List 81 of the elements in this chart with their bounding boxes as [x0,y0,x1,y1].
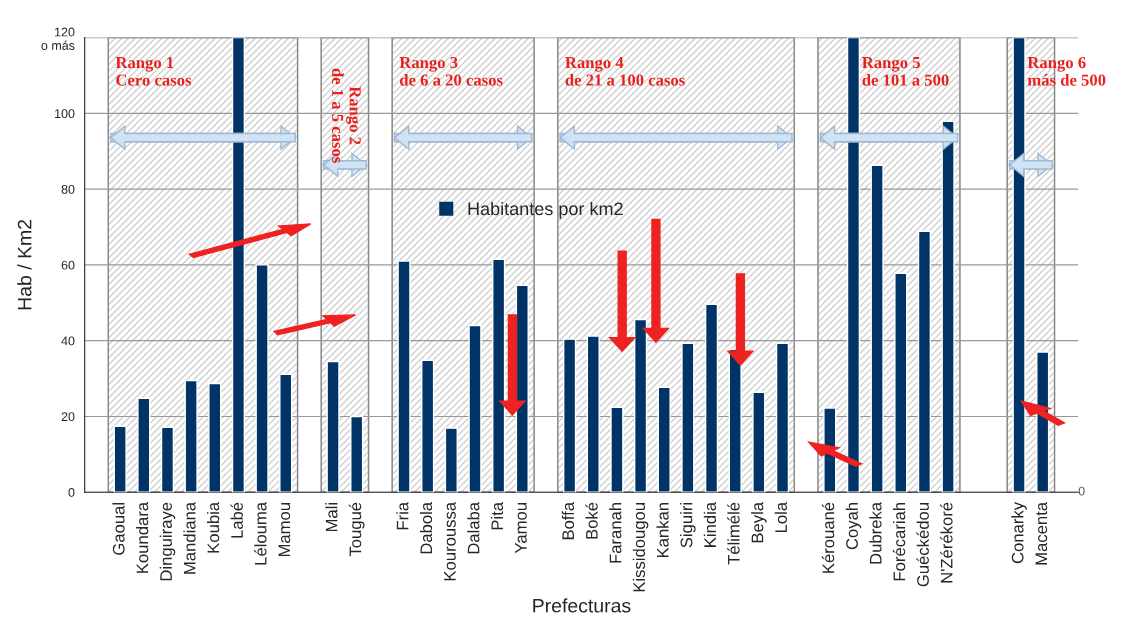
band-label: Rango 4 de 21 a 100 casos [565,57,685,86]
x-tick-label: Kissidougou [632,503,649,592]
bar [350,415,364,493]
x-tick-label: Koubia [207,501,220,553]
bar [184,379,198,493]
x-tick-label: Télimélé [727,502,740,565]
x-tick-label: Coyah [845,503,862,550]
bar [231,37,246,493]
x-tick-label: Kindia [703,501,717,547]
band-label: Rango 2 de 1 a 5 casos [332,68,361,163]
x-tick-label: Dalaba [467,501,480,554]
bar [917,230,932,493]
x-tick-label: Dinguiraye [159,502,176,581]
bar [610,406,624,493]
y-tick-label: 120 o más [41,27,75,50]
bar [704,303,719,493]
x-tick-label: Yamou [515,503,527,554]
y-tick-label: 0 [68,488,75,497]
bar [208,382,222,493]
x-tick-label: Kouroussa [444,501,456,581]
x-tick-label: Forécariah [892,502,906,581]
x-tick-label: Tougué [348,502,365,557]
y-tick-label: 80 [61,184,75,194]
x-tick-label: Koundara [136,501,149,573]
y-tick-label: 100 [55,109,75,119]
bar [421,359,435,493]
bar [397,260,411,493]
x-tick-label: Guéckédou [916,503,929,587]
legend-label: Habitantes por km2 [468,201,623,219]
y-axis-title: Hab / Km2 [17,219,32,310]
bar [1036,351,1050,493]
x-tick-label: Macenta [1035,501,1048,565]
band-label: Rango 1 Cero casos [115,56,192,86]
x-tick-label: Lola [774,501,787,533]
x-tick-label: Fria [396,501,409,530]
bar [846,37,861,493]
x-tick-label: Gaoual [112,503,125,555]
x-tick-label: Kérouané [821,502,835,573]
x-tick-label: Lélouma [254,501,267,565]
x-tick-label: Mandiana [183,501,196,574]
bar [562,338,577,493]
bar [160,426,175,493]
x-tick-label: Boffa [561,501,575,540]
x-tick-label: Dubreka [869,501,882,564]
y-tick-label: 20 [61,412,75,422]
bar [137,397,151,493]
x-tick-label: Pita [490,501,504,530]
bar [775,342,790,493]
bar [681,342,695,493]
bar [113,425,127,493]
bar [752,391,766,493]
bar [279,373,293,493]
x-tick-label: Mali [325,503,338,532]
y-tick-label: 40 [61,336,75,346]
text: 0 [1078,486,1085,496]
x-tick-label: Labé [230,502,243,538]
x-tick-label: Dabola [419,501,433,554]
x-tick-label: Conarky [1011,501,1027,564]
bar [941,120,955,493]
bar [255,264,269,493]
band-label: Rango 3 de 6 a 20 casos [399,56,503,86]
x-tick-label: Boké [585,502,598,539]
bar [586,335,600,493]
x-tick-label: Faranah [609,502,622,563]
bar [326,360,340,493]
bar [1012,37,1026,493]
x-tick-label: Kankan [656,503,669,558]
x-axis-title: Prefecturas [533,598,631,613]
bar [894,272,908,493]
band-label: Rango 6 más de 500 [1027,56,1106,86]
x-tick-label: Mamou [278,503,291,557]
x-tick-label: Siguiri [680,503,696,548]
bar [468,324,482,493]
x-tick-label: N'Zérékoré [940,502,953,583]
bar [657,386,671,493]
bar [633,318,648,493]
y-tick-label: 60 [61,260,75,270]
bar [870,164,884,493]
band-label: Rango 5 de 101 a 500 [862,57,949,86]
bar [444,427,458,493]
x-tick-label: Beyla [751,501,767,543]
